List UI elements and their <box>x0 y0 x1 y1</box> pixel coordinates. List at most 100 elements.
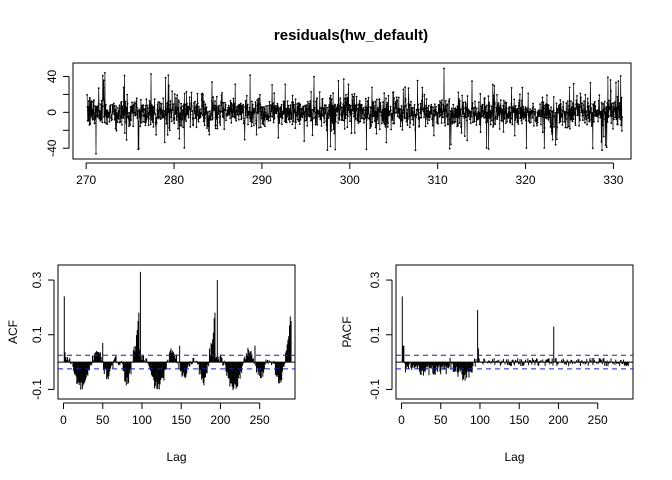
data-point <box>395 106 397 108</box>
data-point <box>385 103 388 106</box>
data-point <box>182 105 185 107</box>
data-point <box>167 111 170 114</box>
data-point <box>324 108 327 111</box>
data-point <box>610 102 613 105</box>
data-point <box>105 114 108 117</box>
data-point <box>556 126 558 128</box>
data-point <box>421 86 424 89</box>
data-point <box>541 101 543 104</box>
data-point <box>180 125 183 127</box>
data-point <box>242 106 245 109</box>
data-point <box>527 120 530 122</box>
data-point <box>168 108 171 110</box>
data-point <box>406 124 409 126</box>
data-point <box>193 108 196 110</box>
data-point <box>368 113 371 116</box>
data-point <box>619 118 621 120</box>
data-point <box>420 107 422 110</box>
data-point <box>605 106 608 108</box>
data-point <box>460 125 463 127</box>
data-point <box>401 128 404 131</box>
data-point <box>171 90 174 93</box>
data-point <box>100 99 103 102</box>
data-point <box>289 121 291 123</box>
data-point <box>497 103 499 106</box>
data-point <box>589 82 592 84</box>
data-point <box>583 110 586 113</box>
data-point <box>617 114 619 116</box>
data-point <box>143 114 146 117</box>
data-point <box>173 122 176 125</box>
data-point <box>190 108 192 110</box>
data-point <box>491 83 494 86</box>
data-point <box>338 108 340 111</box>
data-point <box>521 86 524 89</box>
data-point <box>618 102 621 104</box>
data-point <box>260 105 262 108</box>
data-point <box>222 115 224 118</box>
data-point <box>394 102 397 105</box>
data-point <box>183 92 186 95</box>
data-point <box>265 115 268 118</box>
data-point <box>176 94 179 97</box>
data-point <box>595 109 598 112</box>
data-point <box>610 113 613 116</box>
data-point <box>611 105 613 108</box>
data-point <box>598 94 601 96</box>
data-point <box>561 124 564 126</box>
data-point <box>605 146 608 149</box>
data-point <box>190 91 193 94</box>
data-point <box>571 120 574 123</box>
data-point <box>328 97 331 100</box>
data-point <box>420 116 423 119</box>
data-point <box>444 100 447 102</box>
data-point <box>239 103 241 106</box>
data-point <box>582 114 585 117</box>
data-point <box>158 116 161 119</box>
data-point <box>497 114 500 116</box>
data-point <box>604 112 606 115</box>
data-point <box>357 107 359 110</box>
data-point <box>538 113 541 116</box>
data-point <box>618 116 621 119</box>
data-point <box>571 102 574 104</box>
data-point <box>495 115 497 118</box>
data-point <box>191 110 194 112</box>
y-axis: -40 0 40 <box>45 69 70 157</box>
data-point <box>134 102 137 105</box>
data-point <box>545 105 548 107</box>
data-point <box>108 108 111 111</box>
data-point <box>514 107 516 110</box>
data-point <box>310 119 313 121</box>
data-point <box>522 115 525 118</box>
data-point <box>423 93 426 96</box>
data-point <box>492 94 495 97</box>
data-point <box>502 110 504 113</box>
data-point <box>316 97 318 100</box>
data-point <box>577 105 580 108</box>
data-point <box>253 111 256 114</box>
data-point <box>223 109 226 111</box>
data-point <box>439 107 442 110</box>
data-point <box>172 109 174 112</box>
data-point <box>413 111 416 113</box>
data-point <box>203 107 206 110</box>
data-point <box>415 116 417 119</box>
data-point <box>450 107 453 110</box>
data-point <box>427 104 430 107</box>
data-point <box>107 111 110 114</box>
acf-plot: 0 50 100 150 200 250 -0.1 0.1 0.3 Lag ACF <box>6 264 296 464</box>
data-point <box>130 119 133 121</box>
data-point <box>482 114 484 117</box>
data-point <box>170 109 172 111</box>
data-point <box>484 105 487 108</box>
data-point <box>223 128 226 131</box>
data-point <box>435 105 437 108</box>
data-point <box>258 126 260 129</box>
data-point <box>391 112 393 115</box>
data-point <box>424 107 427 110</box>
data-point <box>547 104 550 107</box>
data-point <box>345 94 347 96</box>
data-point <box>244 117 246 120</box>
